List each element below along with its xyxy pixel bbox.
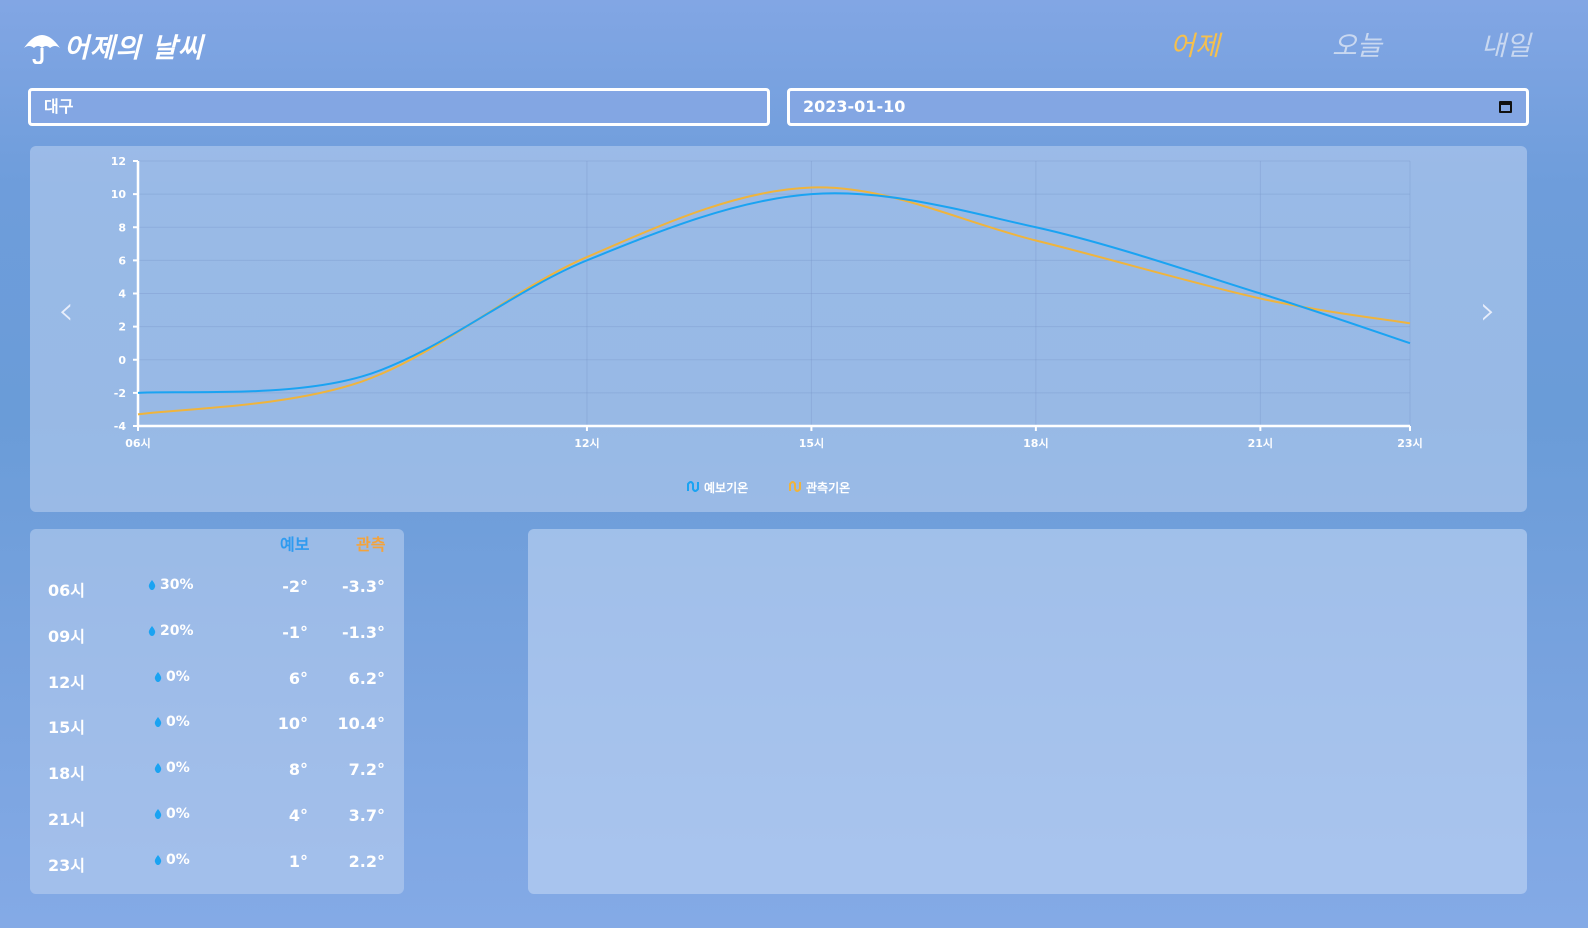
row-observed: -1.3° — [342, 622, 385, 642]
row-rain: 30% — [148, 577, 194, 593]
nav-today[interactable]: 오늘 — [1332, 31, 1382, 62]
y-tick-label: -2 — [114, 387, 126, 400]
row-observed: -3.3° — [342, 577, 385, 596]
x-tick-label: 23시 — [1397, 437, 1422, 450]
y-tick-label: 0 — [118, 354, 126, 367]
app-logo[interactable]: 어제의 날씨 — [22, 26, 204, 65]
nav-tomorrow[interactable]: 내일 — [1481, 31, 1531, 62]
temperature-chart: -4 -2 0 2 4 6 8 10 12 06시 12시 15시 18시 21시 23시 예보기온 관측기온 — [111, 155, 1423, 495]
raindrop-icon — [154, 809, 162, 819]
forecast-line — [137, 192, 1411, 394]
location-value: 대구 — [44, 97, 74, 116]
row-time: 12시 — [48, 672, 85, 692]
row-rain: 0% — [154, 760, 190, 776]
logo-text: 어제의 날씨 — [64, 33, 204, 64]
row-time: 15시 — [48, 718, 85, 738]
rain-value: 20% — [160, 622, 194, 639]
y-tick-label: 10 — [111, 188, 127, 201]
row-time: 23시 — [48, 855, 85, 875]
umbrella-icon — [24, 34, 60, 64]
rain-value: 30% — [160, 577, 194, 593]
rain-value: 0% — [166, 806, 190, 822]
row-observed: 6.2° — [348, 668, 385, 688]
legend-observed[interactable]: 관측기온 — [789, 480, 850, 495]
table-row: 09시 20% -1° -1.3° — [30, 623, 404, 653]
y-tick-label: 12 — [111, 155, 126, 168]
legend-swatch — [789, 481, 801, 492]
raindrop-icon — [154, 671, 162, 682]
detail-panel — [528, 529, 1527, 894]
table-row: 18시 0% 8° 7.2° — [30, 760, 404, 790]
rain-value: 0% — [166, 668, 190, 685]
x-tick-label: 06시 — [125, 437, 150, 450]
row-time: 06시 — [48, 581, 85, 600]
location-input[interactable]: 대구 — [28, 88, 770, 126]
date-value: 2023-01-10 — [803, 97, 906, 116]
row-rain: 0% — [154, 714, 190, 730]
x-tick-label: 12시 — [574, 437, 599, 450]
row-forecast: -1° — [282, 622, 308, 642]
app-header: 어제의 날씨 어제 오늘 내일 — [0, 0, 1588, 88]
row-observed: 2.2° — [348, 851, 385, 871]
table-row: 12시 0% 6° 6.2° — [30, 669, 404, 699]
date-input[interactable]: 2023-01-10 — [787, 88, 1529, 126]
row-observed: 3.7° — [348, 806, 385, 825]
rain-value: 0% — [166, 760, 190, 777]
row-observed: 7.2° — [348, 760, 385, 780]
table-row: 06시 30% -2° -3.3° — [30, 577, 404, 607]
x-tick-label: 21시 — [1248, 437, 1273, 450]
row-forecast: 10° — [277, 714, 308, 734]
y-tick-label: 4 — [118, 288, 126, 301]
raindrop-icon — [148, 580, 156, 590]
table-row: 21시 0% 4° 3.7° — [30, 806, 404, 836]
row-forecast: 8° — [288, 760, 308, 780]
raindrop-icon — [154, 763, 162, 774]
y-tick-label: -4 — [114, 420, 127, 433]
legend-forecast[interactable]: 예보기온 — [687, 480, 748, 495]
row-rain: 0% — [154, 852, 190, 868]
observed-line — [137, 186, 1411, 416]
row-forecast: -2° — [282, 577, 308, 596]
row-rain: 20% — [148, 623, 194, 639]
chevron-left-icon[interactable]: ‹ — [58, 288, 74, 334]
legend-label: 관측기온 — [806, 480, 850, 495]
y-tick-label: 2 — [118, 321, 126, 334]
observed-header: 관측 — [356, 535, 386, 554]
row-forecast: 6° — [288, 668, 308, 688]
row-time: 18시 — [48, 764, 85, 784]
legend-swatch — [687, 481, 699, 492]
x-tick-label: 18시 — [1023, 437, 1048, 450]
row-forecast: 1° — [288, 851, 308, 871]
table-row: 23시 0% 1° 2.2° — [30, 852, 404, 882]
row-observed: 10.4° — [337, 714, 385, 734]
y-tick-label: 6 — [118, 254, 126, 267]
raindrop-icon — [148, 625, 156, 636]
row-rain: 0% — [154, 669, 190, 685]
temperature-chart-panel: -4 -2 0 2 4 6 8 10 12 06시 12시 15시 18시 21시 23시 예보기온 관측기온… — [30, 146, 1527, 512]
rain-value: 0% — [166, 714, 190, 731]
row-forecast: 4° — [288, 806, 308, 825]
row-time: 21시 — [48, 810, 85, 829]
table-row: 15시 0% 10° 10.4° — [30, 714, 404, 744]
x-tick-label: 15시 — [799, 437, 824, 450]
raindrop-icon — [154, 854, 162, 865]
row-rain: 0% — [154, 806, 190, 822]
chevron-right-icon[interactable]: › — [1480, 288, 1496, 334]
y-tick-label: 8 — [118, 221, 126, 234]
hourly-table-panel — [30, 529, 404, 894]
row-time: 09시 — [48, 626, 85, 646]
rain-value: 0% — [166, 851, 190, 868]
raindrop-icon — [154, 717, 162, 728]
forecast-header: 예보 — [280, 535, 310, 554]
calendar-icon[interactable] — [1499, 101, 1512, 113]
nav-yesterday[interactable]: 어제 — [1170, 31, 1220, 62]
legend-label: 예보기온 — [704, 480, 748, 495]
